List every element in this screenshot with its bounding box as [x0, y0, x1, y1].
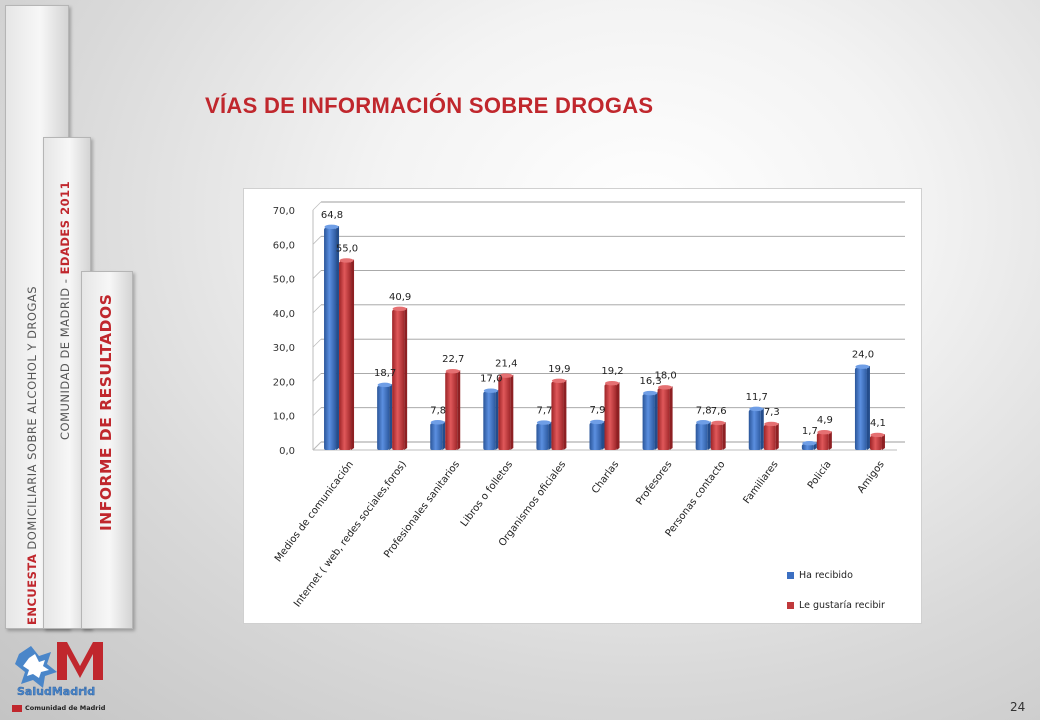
- bar-le-gustaria-recibir: [551, 378, 567, 450]
- data-label: 4,1: [870, 418, 886, 429]
- bar-ha-recibido: [801, 440, 817, 450]
- gridline-depth: [312, 338, 322, 348]
- bar-ha-recibido: [536, 420, 552, 450]
- data-label: 22,7: [442, 354, 464, 365]
- page-number: 24: [1010, 700, 1026, 714]
- data-label: 7,9: [590, 405, 606, 416]
- data-label: 18,0: [654, 370, 676, 381]
- bar-le-gustaria-recibir: [763, 421, 779, 450]
- bar-le-gustaria-recibir: [657, 385, 673, 450]
- data-labels: 64,8 55,0 18,7 40,9 7,8 22,7 17,0 21,4 7,7 19,9 7,…: [321, 210, 886, 437]
- x-tick-label: Charlas: [590, 459, 621, 496]
- data-label: 16,3: [639, 376, 661, 387]
- logo-text: SaludMadrid: [17, 685, 95, 698]
- x-tick-label: Internet ( web, redes sociales,foros): [292, 459, 409, 609]
- data-label: 1,7: [802, 426, 818, 437]
- medical-cross-icon: [15, 646, 57, 688]
- data-label: 7,8: [430, 405, 446, 416]
- bar-le-gustaria-recibir: [816, 430, 832, 450]
- data-label: 19,9: [548, 364, 570, 375]
- bar-ha-recibido: [430, 420, 446, 450]
- y-tick-label: 0,0: [279, 446, 295, 457]
- gridline-depth: [312, 304, 322, 314]
- gridline-depth: [312, 407, 322, 416]
- data-label: 18,7: [374, 368, 396, 379]
- data-label: 4,9: [817, 415, 833, 426]
- data-label: 21,4: [495, 359, 517, 370]
- x-tick-label: Policía: [805, 459, 834, 492]
- sidebar-tab-report: [81, 271, 133, 629]
- x-tick-label: Libros o folletos: [459, 459, 515, 529]
- y-tick-label: 50,0: [273, 275, 295, 286]
- salud-madrid-logo: SaludMadrid: [15, 642, 103, 698]
- data-label: 7,6: [711, 406, 727, 417]
- x-tick-label: Familiares: [742, 459, 781, 506]
- data-label: 19,2: [601, 366, 623, 377]
- slide-title: VÍAS DE INFORMACIÓN SOBRE DROGAS: [205, 93, 654, 118]
- gridline-depth: [312, 236, 322, 245]
- bar-ha-recibido: [483, 388, 499, 450]
- gridline-depth: [312, 270, 322, 279]
- chart-panel: [243, 188, 922, 624]
- bar-le-gustaria-recibir: [710, 420, 726, 450]
- bar-ha-recibido: [748, 406, 764, 450]
- gridline-depth: [312, 373, 322, 382]
- bar-le-gustaria-recibir: [604, 380, 620, 450]
- x-tick-label: Personas contacto: [664, 459, 728, 539]
- data-label: 7,8: [696, 405, 712, 416]
- logo-subtitle-text: Comunidad de Madrid: [25, 704, 106, 712]
- legend-swatch-blue: [787, 572, 794, 579]
- letter-m-icon: [57, 642, 103, 680]
- bar-ha-recibido: [642, 390, 658, 450]
- y-tick-label: 10,0: [273, 412, 295, 423]
- x-tick-label: Amigos: [856, 459, 887, 495]
- bar-le-gustaria-recibir: [392, 306, 408, 450]
- legend-swatch-red: [787, 602, 794, 609]
- bar-le-gustaria-recibir: [445, 368, 461, 450]
- y-axis: 0,0 10,0 20,0 30,0 40,0 50,0 60,0 70,0: [273, 206, 314, 457]
- y-tick-label: 20,0: [273, 377, 295, 388]
- data-label: 55,0: [336, 243, 358, 254]
- logo-subtitle: Comunidad de Madrid: [12, 704, 105, 712]
- data-label: 24,0: [852, 350, 874, 361]
- y-tick-label: 30,0: [273, 343, 295, 354]
- chart-bars: [324, 224, 885, 450]
- bar-ha-recibido: [854, 364, 870, 450]
- legend-item-ha-recibido: Ha recibido: [787, 570, 853, 581]
- data-label: 7,7: [536, 406, 552, 417]
- bar-ha-recibido: [695, 420, 711, 450]
- bar-le-gustaria-recibir: [869, 432, 885, 450]
- y-tick-label: 60,0: [273, 240, 295, 251]
- bar-le-gustaria-recibir: [498, 373, 514, 450]
- gridline-depth: [312, 441, 322, 451]
- legend-label: Ha recibido: [799, 570, 853, 581]
- bar-ha-recibido: [377, 382, 393, 450]
- bar-ha-recibido: [589, 419, 605, 450]
- y-tick-label: 70,0: [273, 206, 295, 217]
- y-tick-label: 40,0: [273, 309, 295, 320]
- gridline-depth: [312, 201, 322, 211]
- x-tick-label: Profesores: [634, 459, 674, 507]
- madrid-flag-icon: [12, 704, 22, 712]
- data-label: 40,9: [389, 292, 411, 303]
- bar-le-gustaria-recibir: [339, 258, 355, 450]
- legend-label: Le gustaría recibir: [799, 600, 885, 611]
- legend-item-le-gustaria-recibir: Le gustaría recibir: [787, 600, 885, 611]
- bar-ha-recibido: [324, 224, 340, 450]
- data-label: 64,8: [321, 210, 343, 221]
- data-label: 11,7: [746, 392, 768, 403]
- data-label: 7,3: [764, 407, 780, 418]
- data-label: 17,0: [480, 374, 502, 385]
